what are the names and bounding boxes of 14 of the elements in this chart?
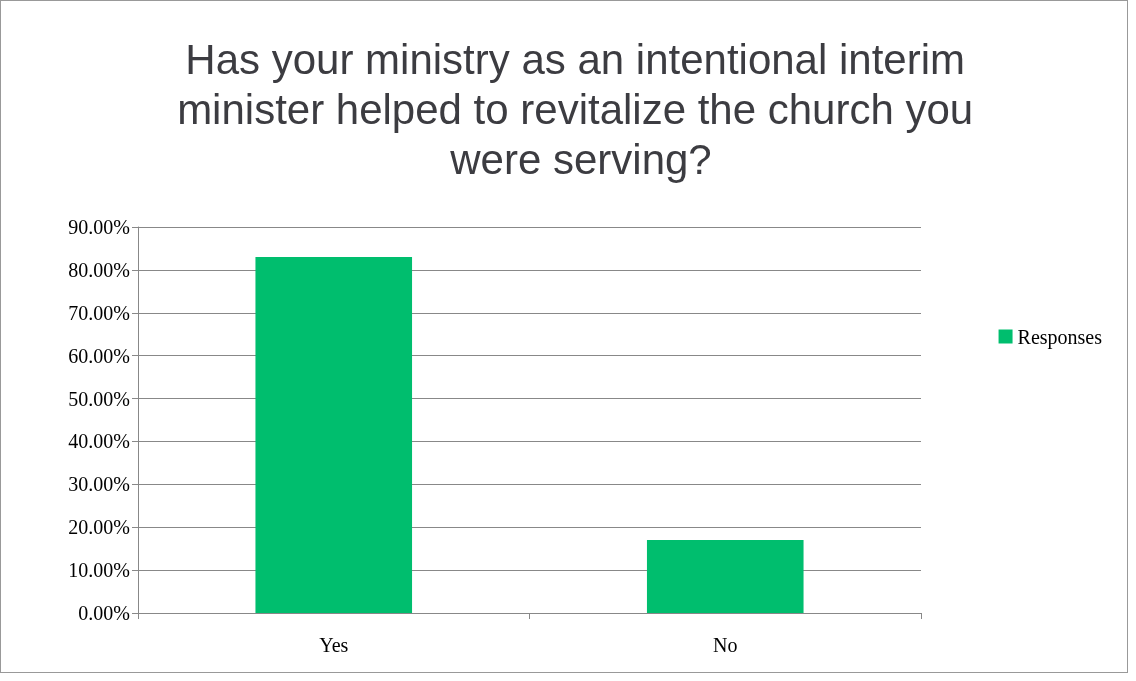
x-tick-label: No [713,634,738,656]
y-tick-label: 0.00% [78,602,130,624]
y-tick-label: 60.00% [68,344,130,367]
y-tick-label: 30.00% [68,473,130,496]
y-tick-label: 40.00% [68,430,130,453]
y-tick-label: 50.00% [68,387,130,410]
y-tick-label: 20.00% [68,516,130,539]
y-tick-label: 80.00% [68,258,130,281]
chart-title: Has your ministry as an intentional interim minister helped to revitalize the church you were serving? [177,35,985,183]
y-tick-label: 90.00% [68,216,130,238]
legend-label: Responses [1017,325,1103,349]
y-tick-label: 70.00% [68,301,130,324]
y-tick-label: 10.00% [68,559,130,582]
x-tick-label: Yes [319,634,349,656]
